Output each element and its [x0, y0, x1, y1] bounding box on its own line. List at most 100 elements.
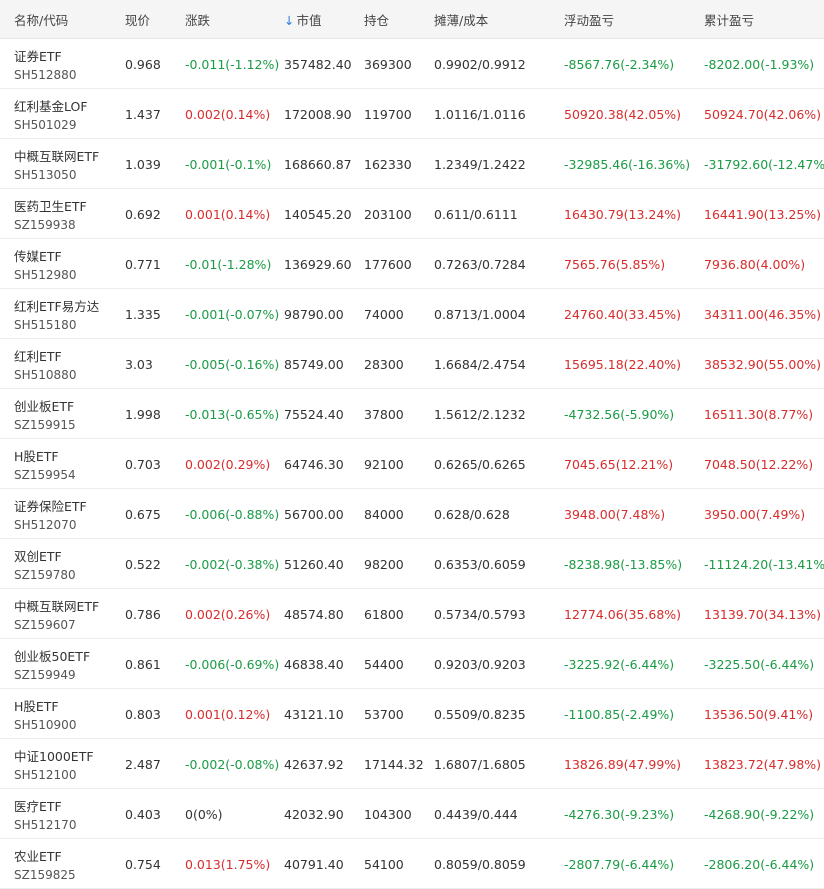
market-value: 42637.92: [284, 757, 344, 772]
cumulative-pl: 16441.90(13.25%): [704, 207, 822, 222]
fund-name: 医疗ETF: [14, 799, 62, 814]
position: 84000: [364, 507, 404, 522]
market-value: 172008.90: [284, 107, 352, 122]
cumulative-pl: -11124.20(-13.41%): [704, 557, 824, 572]
market-value: 40791.40: [284, 857, 344, 872]
fund-name: 证券保险ETF: [14, 499, 87, 514]
cumulative-pl: 50924.70(42.06%): [704, 107, 822, 122]
cumulative-pl: 13823.72(47.98%): [704, 757, 822, 772]
change: 0(0%): [185, 807, 223, 822]
market-value: 140545.20: [284, 207, 352, 222]
position: 369300: [364, 57, 412, 72]
market-value: 46838.40: [284, 657, 344, 672]
table-row[interactable]: 医药卫生ETF SZ159938 0.692 0.001(0.14%) 140545.2…: [0, 189, 824, 239]
table-row[interactable]: 创业板50ETF SZ159949 0.861 -0.006(-0.69%) 46838…: [0, 639, 824, 689]
floating-pl: -4732.56(-5.90%): [564, 407, 675, 422]
fund-code: SZ159915: [14, 418, 76, 432]
header-cost[interactable]: 摊薄/成本: [434, 13, 489, 28]
price: 0.861: [125, 657, 161, 672]
fund-name: 双创ETF: [14, 549, 62, 564]
table-row[interactable]: 中概互联网ETF SZ159607 0.786 0.002(0.26%) 48574.8…: [0, 589, 824, 639]
cumulative-pl: 3950.00(7.49%): [704, 507, 806, 522]
table-row[interactable]: H股ETF SH510900 0.803 0.001(0.12%) 43121.10 53…: [0, 689, 824, 739]
table-row[interactable]: H股ETF SZ159954 0.703 0.002(0.29%) 64746.30 92…: [0, 439, 824, 489]
cumulative-pl: -4268.90(-9.22%): [704, 807, 815, 822]
fund-code: SZ159949: [14, 668, 76, 682]
price: 0.403: [125, 807, 161, 822]
cost: 0.6265/0.6265: [434, 457, 526, 472]
cumulative-pl: 13139.70(34.13%): [704, 607, 822, 622]
position: 53700: [364, 707, 404, 722]
cost: 0.4439/0.444: [434, 807, 518, 822]
change: -0.006(-0.69%): [185, 657, 280, 672]
change: -0.01(-1.28%): [185, 257, 272, 272]
table-row[interactable]: 红利ETF易方达 SH515180 1.335 -0.001(-0.07%) 98790…: [0, 289, 824, 339]
cost: 1.5612/2.1232: [434, 407, 526, 422]
floating-pl: 15695.18(22.40%): [564, 357, 682, 372]
fund-code: SZ159780: [14, 568, 76, 582]
header-name-code[interactable]: 名称/代码: [14, 13, 69, 28]
change: -0.001(-0.1%): [185, 157, 272, 172]
market-value: 168660.87: [284, 157, 352, 172]
fund-name: 中概互联网ETF: [14, 599, 100, 614]
table-row[interactable]: 传媒ETF SH512980 0.771 -0.01(-1.28%) 136929.60…: [0, 239, 824, 289]
floating-pl: 7565.76(5.85%): [564, 257, 666, 272]
floating-pl: 13826.89(47.99%): [564, 757, 682, 772]
cumulative-pl: -8202.00(-1.93%): [704, 57, 815, 72]
fund-code: SH515180: [14, 318, 77, 332]
header-floating-pl[interactable]: 浮动盈亏: [564, 13, 615, 28]
cumulative-pl: 7048.50(12.22%): [704, 457, 814, 472]
table-row[interactable]: 双创ETF SZ159780 0.522 -0.002(-0.38%) 51260.40…: [0, 539, 824, 589]
price: 0.968: [125, 57, 161, 72]
header-cumulative-pl[interactable]: 累计盈亏: [704, 13, 755, 28]
fund-name: 创业板50ETF: [14, 649, 91, 664]
price: 1.998: [125, 407, 161, 422]
price: 1.039: [125, 157, 161, 172]
table-row[interactable]: 中证1000ETF SH512100 2.487 -0.002(-0.08%) 4263…: [0, 739, 824, 789]
fund-name: 红利ETF: [14, 349, 62, 364]
price: 1.437: [125, 107, 161, 122]
fund-code: SH501029: [14, 118, 77, 132]
cost: 0.9902/0.9912: [434, 57, 526, 72]
table-row[interactable]: 证券ETF SH512880 0.968 -0.011(-1.12%) 357482.4…: [0, 39, 824, 89]
fund-name: 农业ETF: [14, 849, 62, 864]
market-value: 43121.10: [284, 707, 344, 722]
table-row[interactable]: 中概互联网ETF SH513050 1.039 -0.001(-0.1%) 168660…: [0, 139, 824, 189]
header-position[interactable]: 持仓: [364, 13, 390, 28]
change: -0.011(-1.12%): [185, 57, 280, 72]
fund-code: SH512980: [14, 268, 77, 282]
change: 0.001(0.12%): [185, 707, 271, 722]
table-row[interactable]: 红利基金LOF SH501029 1.437 0.002(0.14%) 172008.9…: [0, 89, 824, 139]
change: 0.013(1.75%): [185, 857, 271, 872]
change: 0.002(0.26%): [185, 607, 271, 622]
fund-code: SH513050: [14, 168, 77, 182]
floating-pl: -8567.76(-2.34%): [564, 57, 675, 72]
fund-code: SZ159825: [14, 868, 76, 882]
fund-code: SH510880: [14, 368, 77, 382]
fund-name: H股ETF: [14, 699, 59, 714]
floating-pl: -1100.85(-2.49%): [564, 707, 675, 722]
header-change[interactable]: 涨跌: [185, 13, 211, 28]
fund-code: SH512880: [14, 68, 77, 82]
position: 74000: [364, 307, 404, 322]
market-value: 136929.60: [284, 257, 352, 272]
fund-name: 创业板ETF: [14, 399, 75, 414]
change: -0.006(-0.88%): [185, 507, 280, 522]
position: 37800: [364, 407, 404, 422]
fund-code: SZ159607: [14, 618, 76, 632]
position: 203100: [364, 207, 412, 222]
floating-pl: -8238.98(-13.85%): [564, 557, 683, 572]
table-row[interactable]: 医疗ETF SH512170 0.403 0(0%) 42032.90 104300 0.4…: [0, 789, 824, 839]
table-row[interactable]: 创业板ETF SZ159915 1.998 -0.013(-0.65%) 75524.4…: [0, 389, 824, 439]
table-row[interactable]: 证券保险ETF SH512070 0.675 -0.006(-0.88%) 56700.…: [0, 489, 824, 539]
change: -0.001(-0.07%): [185, 307, 280, 322]
fund-code: SH512100: [14, 768, 77, 782]
table-row[interactable]: 红利ETF SH510880 3.03 -0.005(-0.16%) 85749.00 2…: [0, 339, 824, 389]
header-market-value[interactable]: ↓ 市值: [284, 10, 322, 29]
position: 54100: [364, 857, 404, 872]
fund-code: SZ159954: [14, 468, 76, 482]
table-row[interactable]: 农业ETF SZ159825 0.754 0.013(1.75%) 40791.40 54…: [0, 839, 824, 889]
header-price[interactable]: 现价: [125, 13, 151, 28]
price: 0.522: [125, 557, 161, 572]
